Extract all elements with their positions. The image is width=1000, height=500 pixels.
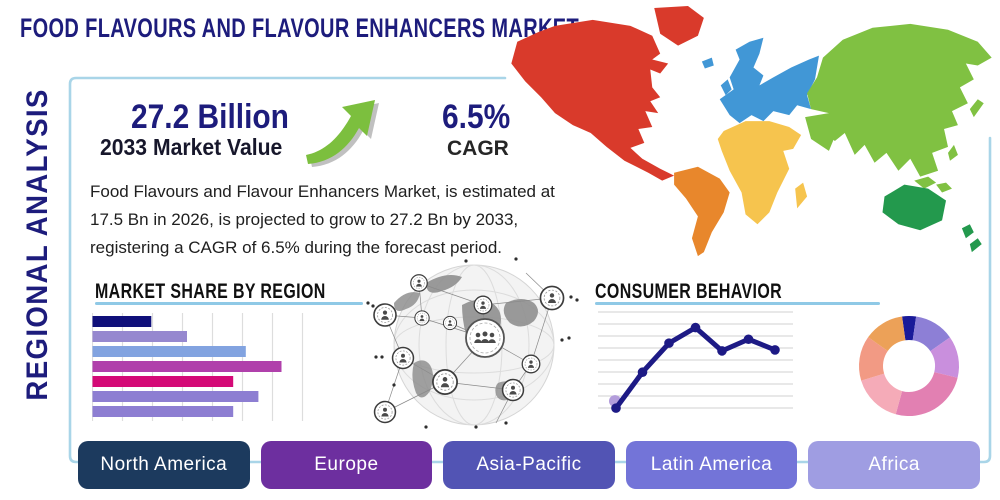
- donut-segment-orchid: [930, 337, 959, 378]
- market-description: Food Flavours and Flavour Enhancers Mark…: [90, 182, 555, 257]
- map-new-zealand: [961, 224, 982, 253]
- page-title: FOOD FLAVOURS AND FLAVOUR ENHANCERS MARK…: [20, 13, 580, 43]
- market-share-chart: [92, 313, 304, 421]
- map-uk: [720, 79, 732, 96]
- cagr-label: CAGR: [447, 137, 509, 160]
- consumer-behavior-chart: [598, 311, 793, 413]
- consumer-behavior-heading: CONSUMER BEHAVIOR: [595, 280, 783, 303]
- donut-segment-salmon: [859, 337, 888, 381]
- cagr-value: 6.5%: [442, 98, 511, 136]
- map-madagascar: [795, 182, 808, 209]
- world-map: [511, 5, 992, 257]
- market-value: 27.2 Billion: [131, 98, 289, 136]
- region-button-asia-pacific[interactable]: Asia-Pacific: [443, 441, 615, 489]
- side-label: REGIONAL ANALYSIS: [21, 88, 54, 401]
- region-button-africa[interactable]: Africa: [808, 441, 980, 489]
- consumer-behavior-underline: [595, 302, 880, 305]
- donut-segment-rose-pink: [895, 372, 958, 416]
- growth-arrow-icon: [306, 100, 379, 167]
- globe-network-graphic: [366, 257, 579, 429]
- map-south-america: [674, 166, 730, 257]
- map-indonesia: [914, 99, 984, 193]
- market-share-underline: [95, 302, 363, 305]
- map-arabia: [805, 113, 839, 151]
- map-africa: [717, 121, 802, 225]
- map-australia: [882, 184, 947, 231]
- donut-segment-orange: [868, 316, 906, 352]
- market-value-label: 2033 Market Value: [100, 134, 283, 160]
- donut-segment-purple: [912, 316, 950, 352]
- region-button-north-america[interactable]: North America: [78, 441, 250, 489]
- donut-segment-light-pink: [861, 373, 903, 415]
- map-iceland: [701, 57, 714, 69]
- market-share-heading: MARKET SHARE BY REGION: [95, 280, 326, 303]
- map-europe: [719, 37, 819, 124]
- region-buttons: North America Europe Asia-Pacific Latin Ame…: [78, 441, 980, 489]
- map-asia: [807, 23, 992, 177]
- map-greenland: [654, 5, 704, 46]
- map-north-america: [511, 19, 675, 181]
- donut-segment-navy: [902, 316, 917, 341]
- region-button-europe[interactable]: Europe: [260, 441, 433, 489]
- region-button-latin-america[interactable]: Latin America: [625, 441, 798, 489]
- regional-share-donut: [859, 316, 959, 416]
- group-node-icon: [465, 318, 505, 358]
